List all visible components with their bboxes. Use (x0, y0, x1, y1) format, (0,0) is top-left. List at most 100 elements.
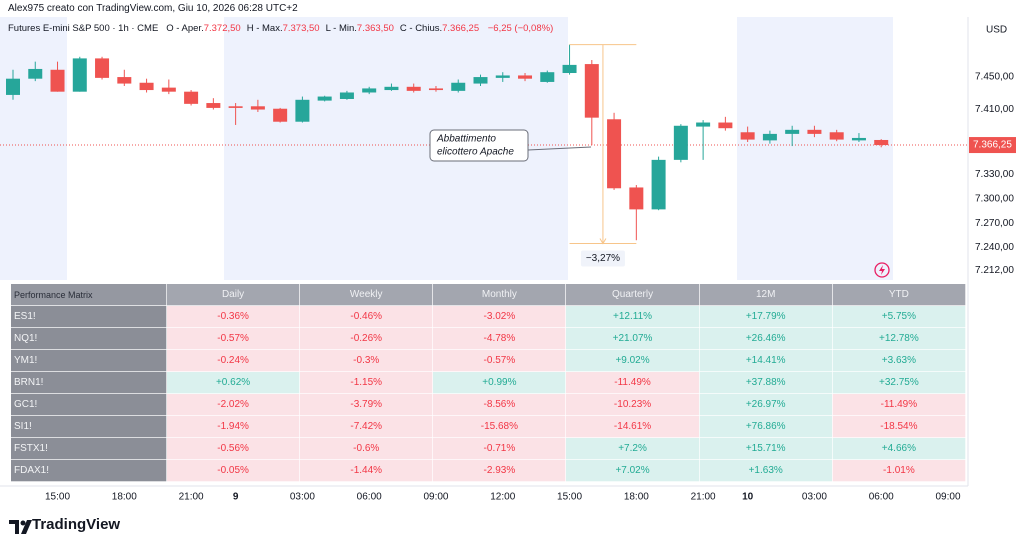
candle-body (161, 87, 176, 92)
table-cell: +1.63% (698, 459, 833, 482)
table-header-cell: Performance Matrix (10, 283, 167, 306)
table-cell: -11.49% (831, 393, 967, 416)
table-cell: -10.23% (565, 393, 700, 416)
table-cell: -14.61% (565, 415, 700, 438)
table-header-cell: Daily (165, 283, 301, 306)
callout-text: Abbattimento (436, 134, 496, 145)
table-header-cell: 12M (698, 283, 833, 306)
measure-box (580, 250, 625, 267)
candle-body (518, 75, 533, 79)
symbol: Futures E-mini S&P 500 · 1h · CME (8, 23, 159, 34)
table-body: ES1! -0.36% -0.46% -3.02% +12.11% +17.79% +5.7… (10, 305, 967, 482)
table-cell: -0.24% (165, 349, 301, 372)
ohlc-label: H - Max. (246, 23, 283, 34)
ohlc-value: 7.366,25 (442, 23, 480, 34)
table-row: BRN1! +0.62% -1.15% +0.99% -11.49% +37.88% +32… (10, 371, 967, 394)
table-header-cell: YTD (831, 283, 967, 306)
candle-body (139, 82, 154, 91)
table-cell: -0.56% (165, 437, 301, 460)
table-cell: +7.02% (565, 459, 700, 482)
x-tick-label: 9 (233, 492, 239, 503)
candle-body (406, 86, 421, 91)
last-price-label: 7.366,25 (973, 140, 1012, 151)
candle-body (28, 68, 43, 79)
candle-body (785, 129, 800, 134)
table-cell: -2.93% (432, 459, 567, 482)
table-header-cell: Monthly (432, 283, 567, 306)
candle-body (829, 132, 844, 140)
table-cell: +4.66% (831, 437, 967, 460)
table-cell: -0.46% (299, 305, 434, 328)
session-band (0, 17, 67, 280)
table-cell: -0.26% (299, 327, 434, 350)
table-cell: +9.02% (565, 349, 700, 372)
alert-icon (874, 262, 890, 278)
candle-body (696, 122, 711, 127)
table-cell: -0.36% (165, 305, 301, 328)
table-cell: +17.79% (698, 305, 833, 328)
table-cell: -1.15% (299, 371, 434, 394)
table-cell: -3.02% (432, 305, 567, 328)
table-cell: -0.57% (432, 349, 567, 372)
table-row: SI1! -1.94% -7.42% -15.68% -14.61% +76.86% -18… (10, 415, 967, 438)
alert-icon-bolt (879, 265, 885, 275)
candle-body (50, 69, 65, 92)
brand: TradingView (32, 516, 121, 533)
session-band (737, 17, 893, 280)
table-cell: +3.63% (831, 349, 967, 372)
table-row: ES1! -0.36% -0.46% -3.02% +12.11% +17.79% +5.7… (10, 305, 967, 328)
table-cell: +37.88% (698, 371, 833, 394)
change: −6,25 (−0,08%) (487, 23, 554, 34)
candle-body (718, 122, 733, 129)
y-tick-label: 7.410,00 (975, 104, 1014, 115)
x-tick-label: 03:00 (802, 492, 827, 503)
candle-body (72, 58, 87, 92)
x-tick-label: 06:00 (869, 492, 894, 503)
table-cell: -1.01% (831, 459, 967, 482)
candle-body (273, 108, 288, 122)
candle-body (607, 119, 622, 189)
ohlc: O - Aper.7.372,50 H - Max.7.373,50 L - Min… (166, 23, 485, 34)
y-tick-label: 7.300,00 (975, 193, 1014, 204)
candle-body (874, 139, 889, 146)
table-header-cell: Weekly (299, 283, 434, 306)
table-cell: -15.68% (432, 415, 567, 438)
x-tick-label: 15:00 (557, 492, 582, 503)
table-cell: -8.56% (432, 393, 567, 416)
row-label: SI1! (10, 415, 167, 438)
candle-body (184, 91, 199, 104)
measure-arrow (599, 238, 607, 245)
x-tick-label: 10 (742, 492, 754, 503)
y-tick-label: 7.330,00 (975, 169, 1014, 180)
table-cell: -11.49% (565, 371, 700, 394)
table-cell: +7.2% (565, 437, 700, 460)
row-label: GC1! (10, 393, 167, 416)
candle-body (762, 133, 777, 141)
candle-body (851, 137, 866, 141)
table-cell: +32.75% (831, 371, 967, 394)
table-cell: +21.07% (565, 327, 700, 350)
measure-label: −3,27% (586, 253, 620, 264)
row-label: YM1! (10, 349, 167, 372)
table-cell: +14.41% (698, 349, 833, 372)
x-tick-label: 12:00 (490, 492, 515, 503)
candle-body (540, 72, 555, 82)
table-cell: +12.11% (565, 305, 700, 328)
candle-body (673, 125, 688, 160)
callout-box (429, 129, 529, 162)
table-cell: +0.99% (432, 371, 567, 394)
candle-body (95, 58, 110, 78)
x-tick-label: 15:00 (45, 492, 70, 503)
row-label: ES1! (10, 305, 167, 328)
row-label: BRN1! (10, 371, 167, 394)
ohlc-label: L - Min. (325, 23, 357, 34)
candle-body (362, 88, 377, 93)
table-header: Performance Matrix Daily Weekly Monthly Quar… (10, 283, 967, 306)
table-cell: +76.86% (698, 415, 833, 438)
table-cell: +15.71% (698, 437, 833, 460)
table-cell: -0.05% (165, 459, 301, 482)
candle-body (629, 187, 644, 210)
candle-body (384, 86, 399, 91)
candle-body (562, 64, 577, 74)
